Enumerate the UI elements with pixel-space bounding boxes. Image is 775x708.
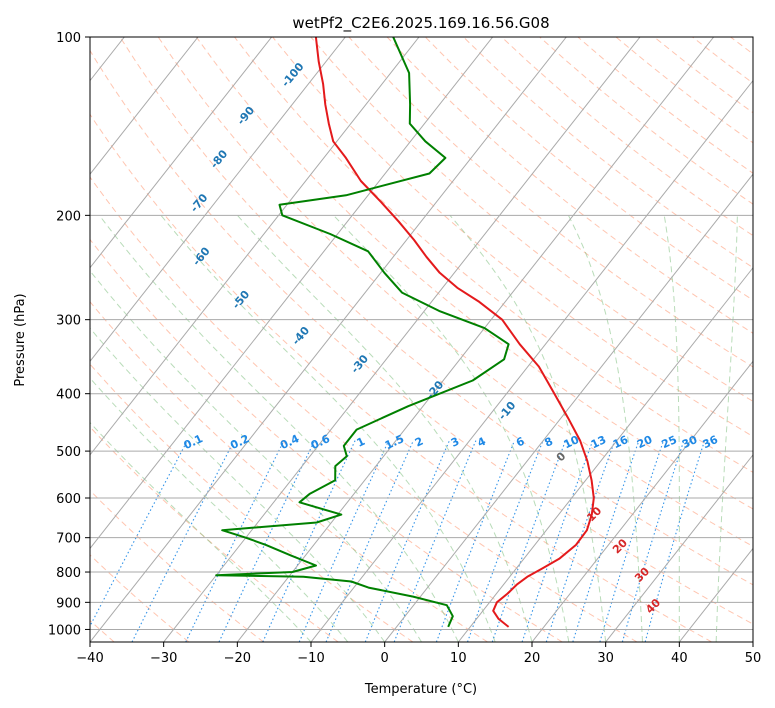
mixing-ratio-line (599, 440, 665, 642)
isotherm-line (90, 37, 273, 269)
x-tick-label: 40 (671, 651, 688, 666)
mixing-ratio-line (364, 440, 450, 642)
x-tick-label: 30 (597, 651, 614, 666)
isotherm-line (90, 37, 494, 550)
background-lines (90, 37, 753, 642)
y-tick-label: 200 (56, 209, 81, 224)
moist-adiabat-line (98, 214, 459, 642)
isotherm-line (90, 37, 420, 456)
isotherm-line (457, 266, 753, 642)
x-tick-label: −30 (150, 651, 177, 666)
y-tick-label: 800 (56, 566, 81, 581)
dry-adiabat-line (272, 37, 753, 438)
dry-adiabat-line (90, 554, 190, 642)
mixing-ratio-label: 13 (589, 433, 608, 451)
dry-adiabat-line (424, 37, 753, 301)
mixing-ratio-line (491, 440, 567, 642)
chart-title: wetPf2_C2E6.2025.169.16.56.G08 (292, 14, 549, 33)
y-tick-label: 900 (56, 596, 81, 611)
isotherm-line (163, 37, 641, 642)
dry-adiabat-line (119, 37, 753, 586)
isotherm-line (384, 173, 753, 642)
mixing-ratio-line (262, 440, 356, 642)
y-axis-label: Pressure (hPa) (13, 293, 28, 386)
isotherm-line (90, 37, 346, 363)
mixing-ratio-line (185, 440, 285, 642)
y-tick-label: 100 (56, 31, 81, 46)
mixing-ratio-line (644, 440, 706, 642)
y-tick-label: 400 (56, 388, 81, 403)
y-tick-label: 300 (56, 314, 81, 329)
isotherm-line (310, 79, 753, 642)
temperature-profile (314, 37, 595, 628)
x-tick-label: −10 (297, 651, 324, 666)
x-tick-label: 50 (745, 651, 762, 666)
moist-adiabat-line (333, 214, 570, 642)
isotherm-line (531, 360, 753, 642)
x-tick-label: 20 (524, 651, 541, 666)
moist-adiabat-line (715, 215, 738, 642)
dewpoint-profile (215, 37, 510, 628)
dry-adiabat-line (90, 49, 753, 625)
dry-adiabat-line (90, 426, 339, 642)
y-axis-ticks: 100 200 300 400 500 600 700 800 900 1000 (48, 31, 90, 638)
x-tick-label: −20 (224, 651, 251, 666)
mixing-ratio-label: 10 (562, 433, 582, 451)
dry-adiabat-line (234, 37, 753, 473)
isotherm-line (90, 37, 199, 175)
isotherm-line (90, 37, 567, 642)
moist-adiabat-line (663, 215, 680, 642)
isotherm-line (605, 454, 753, 642)
mixing-ratio-line (298, 440, 390, 642)
profiles (215, 37, 595, 628)
x-axis-ticks: −40 −30 −20 −10 0 10 20 30 40 50 (76, 642, 761, 666)
mixing-ratio-label: 36 (701, 433, 721, 451)
y-tick-label: 700 (56, 532, 81, 547)
dry-adiabat-line (90, 176, 638, 642)
dry-adiabat-line (90, 300, 488, 642)
dry-adiabat-line (195, 37, 753, 510)
moist-adiabat-line (90, 270, 422, 642)
moist-adiabat-line (449, 214, 607, 642)
dry-adiabat-line (90, 113, 712, 642)
moist-adiabat-line (237, 214, 533, 642)
moist-adiabat-line (567, 215, 643, 642)
x-axis-label: Temperature (°C) (364, 682, 477, 697)
dry-adiabat-line (90, 238, 563, 642)
mixing-ratio-label: 30 (680, 433, 700, 451)
mixing-ratio-label: 25 (660, 433, 679, 451)
moist-adiabat-line (160, 214, 496, 642)
isotherm-line (236, 37, 715, 642)
mixing-ratio-line (466, 440, 544, 642)
mixing-ratio-label: 16 (611, 433, 631, 451)
x-tick-label: 10 (450, 651, 467, 666)
mixing-ratio-label: 20 (635, 433, 655, 451)
moist-adiabat-line (90, 421, 312, 642)
dry-adiabat-line (310, 37, 753, 402)
mixing-ratio-line (325, 440, 414, 642)
mixing-ratio-line (572, 440, 640, 642)
plot-frame (89, 36, 754, 643)
y-tick-label: 500 (56, 445, 81, 460)
mixing-ratio-line (621, 440, 685, 642)
x-tick-label: −40 (76, 651, 103, 666)
mixing-ratio-line (521, 440, 594, 642)
y-tick-label: 1000 (48, 623, 81, 638)
x-tick-label: 0 (381, 651, 389, 666)
y-tick-label: 600 (56, 492, 81, 507)
